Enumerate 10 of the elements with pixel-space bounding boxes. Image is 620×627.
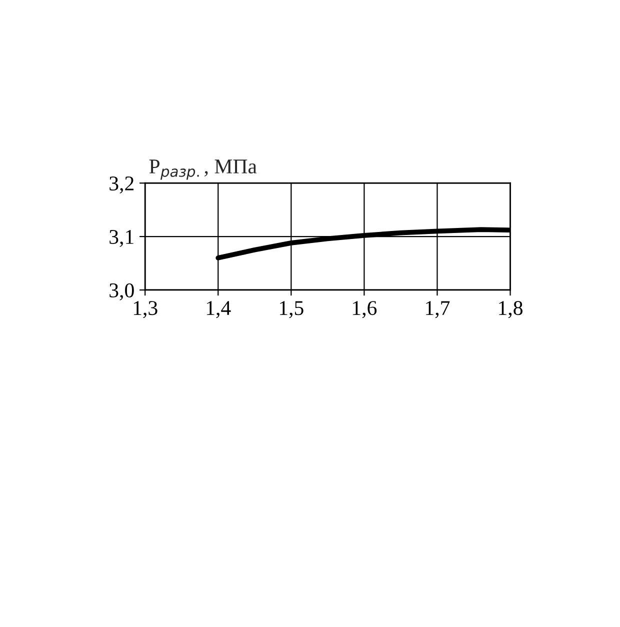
- x-tick-label: 1,3: [134, 301, 158, 318]
- y-tick-label: 3,1: [110, 230, 134, 247]
- x-tick-label: 1,4: [206, 301, 231, 318]
- x-tick-label: 1,7: [426, 301, 450, 318]
- x-tick-label: 1,8: [499, 301, 522, 318]
- y-axis-title: P$_{разр.}$, МПа: [149, 160, 257, 180]
- x-tick-label: 1,6: [353, 301, 377, 318]
- y-tick-label: 3,2: [110, 176, 134, 194]
- x-tick-label: 1,5: [280, 301, 304, 318]
- y-tick-label: 3,0: [110, 283, 134, 300]
